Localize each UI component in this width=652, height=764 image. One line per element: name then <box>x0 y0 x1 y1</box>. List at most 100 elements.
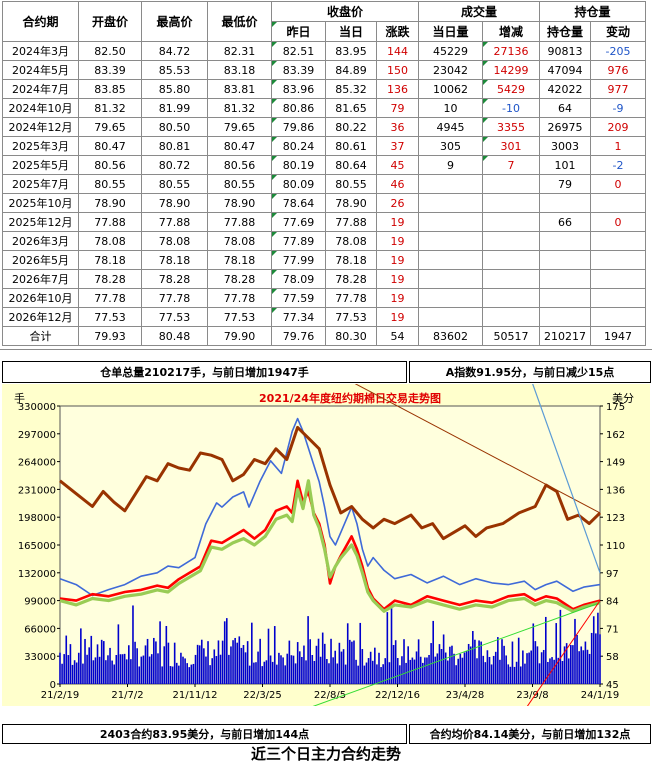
cell-vol <box>418 307 483 327</box>
volume-bar <box>113 664 116 684</box>
table-row: 2025年12月 77.88 77.88 77.88 77.69 77.88 19 66 0 <box>2 212 646 232</box>
cell-contract: 2024年3月 <box>2 41 79 61</box>
cell-oi <box>539 250 591 270</box>
cell-today: 78.28 <box>325 269 377 289</box>
volume-bar <box>403 639 405 684</box>
volume-bar <box>465 650 468 684</box>
cell-oi <box>539 193 591 213</box>
volume-bar <box>349 639 351 684</box>
cell-oi-chg: 976 <box>590 60 646 80</box>
volume-bar <box>444 652 447 684</box>
volume-bar <box>361 649 364 684</box>
cell-prev: 78.09 <box>271 269 326 289</box>
header-oi-group: 持仓量 <box>539 1 646 22</box>
volume-bar <box>190 664 193 684</box>
cell-change: 136 <box>376 79 419 99</box>
cell-open: 78.28 <box>78 269 142 289</box>
cell-vol-chg <box>482 212 540 232</box>
cell-prev: 77.59 <box>271 288 326 308</box>
price-volume-chart: 3300002970002640002310001980001650001320… <box>14 381 634 715</box>
volume-bar <box>86 654 88 684</box>
series-line-oi <box>59 417 601 597</box>
volume-bar <box>278 652 280 684</box>
volume-bar <box>273 626 276 684</box>
volume-bar <box>251 622 253 684</box>
volume-bar <box>344 664 347 684</box>
table-row: 2026年3月 78.08 78.08 78.08 77.89 78.08 19 <box>2 231 646 251</box>
volume-bar <box>225 618 228 684</box>
volume-bar <box>536 646 539 684</box>
volume-bar <box>148 656 151 684</box>
volume-bar <box>161 666 163 684</box>
volume-bar <box>405 662 407 684</box>
volume-bar <box>253 662 255 684</box>
warehouse-info: 仓单总量210217手，与前日增加1947手 <box>2 361 407 383</box>
right-tick-label: 84 <box>606 597 619 608</box>
cell-vol-chg: 27136 <box>482 41 540 61</box>
volume-bar <box>355 659 357 684</box>
cell-open: 80.56 <box>78 155 142 175</box>
volume-bar <box>267 628 270 684</box>
volume-bar <box>526 653 528 684</box>
volume-bar <box>84 638 86 684</box>
volume-bar <box>309 639 311 684</box>
left-tick-label: 198000 <box>18 513 56 524</box>
cell-vol: 23042 <box>418 60 483 80</box>
volume-bar <box>223 621 226 684</box>
cell-today: 77.78 <box>325 288 377 308</box>
volume-bar <box>365 662 368 684</box>
volume-bar <box>542 649 545 684</box>
cell-vol: 45229 <box>418 41 483 61</box>
cell-oi <box>539 307 591 327</box>
volume-bar <box>334 650 337 684</box>
table-row: 2026年7月 78.28 78.28 78.28 78.09 78.28 19 <box>2 269 646 289</box>
cell-prev: 79.76 <box>271 326 326 346</box>
cell-low: 82.31 <box>207 41 272 61</box>
left-tick-label: 66000 <box>24 624 56 635</box>
cell-oi-chg <box>590 193 646 213</box>
volume-bar <box>578 651 580 684</box>
cell-change: 45 <box>376 155 419 175</box>
table-row: 2025年5月 80.56 80.72 80.56 80.19 80.64 45 9 7 101-… <box>2 155 646 175</box>
left-tick-label: 330000 <box>18 402 56 413</box>
volume-bar <box>376 664 378 684</box>
volume-bar <box>217 640 220 684</box>
cell-vol <box>418 212 483 232</box>
cell-today: 80.55 <box>325 174 377 194</box>
cell-oi: 42022 <box>539 79 591 99</box>
volume-bar <box>534 641 537 684</box>
cell-high: 80.72 <box>141 155 208 175</box>
table-row: 2024年5月 83.39 85.53 83.18 83.39 84.89 150 23042… <box>2 60 646 80</box>
volume-bar <box>198 645 201 684</box>
cell-vol-chg <box>482 174 540 194</box>
cell-low: 78.08 <box>207 231 272 251</box>
volume-bar <box>194 654 197 684</box>
volume-bar <box>173 642 176 684</box>
cell-prev: 80.86 <box>271 98 326 118</box>
cell-change: 144 <box>376 41 419 61</box>
volume-bar <box>319 656 322 684</box>
volume-bar <box>119 654 122 684</box>
cell-today: 78.18 <box>325 250 377 270</box>
volume-bar <box>203 648 205 684</box>
cell-oi: 79 <box>539 174 591 194</box>
volume-bar <box>326 659 328 684</box>
cell-oi: 90813 <box>539 41 591 61</box>
cell-vol <box>418 174 483 194</box>
cell-prev: 80.09 <box>271 174 326 194</box>
volume-bar <box>513 666 516 684</box>
cell-today: 77.88 <box>325 212 377 232</box>
volume-bar <box>230 646 232 684</box>
volume-bar <box>486 650 489 684</box>
volume-bar <box>136 648 138 684</box>
volume-bar <box>144 645 147 684</box>
cell-change: 79 <box>376 98 419 118</box>
volume-bar <box>269 655 272 684</box>
volume-bar <box>178 665 180 684</box>
volume-bar <box>234 637 236 684</box>
cell-change: 19 <box>376 288 419 308</box>
cell-contract: 2026年3月 <box>2 231 79 251</box>
volume-bar <box>69 644 72 684</box>
volume-bar <box>574 618 576 684</box>
volume-bar <box>182 656 184 684</box>
